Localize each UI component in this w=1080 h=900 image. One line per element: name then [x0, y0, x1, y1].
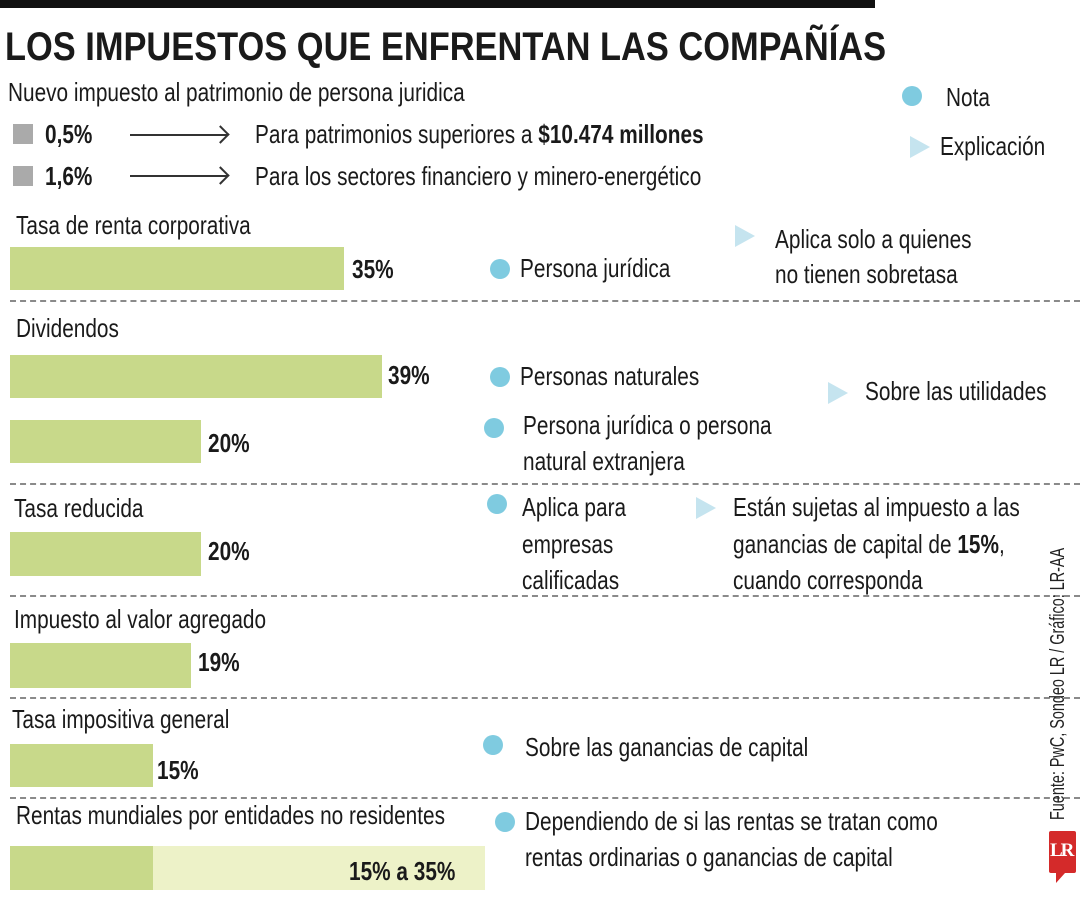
- note-dot-icon: [490, 367, 510, 387]
- note-renta: Persona jurídica: [520, 253, 671, 283]
- section-title-reducida: Tasa reducida: [14, 493, 144, 523]
- section-title-iva: Impuesto al valor agregado: [14, 604, 267, 634]
- section-title-general: Tasa impositiva general: [12, 704, 230, 734]
- rate-0: 0,5%: [45, 119, 93, 149]
- note-reducida-2: empresas: [522, 529, 614, 559]
- bar-renta: [10, 247, 345, 290]
- note-reducida-1: Aplica para: [522, 492, 627, 522]
- divider: [10, 595, 1080, 597]
- bar-iva: [10, 643, 192, 688]
- value-reducida: 20%: [208, 536, 250, 566]
- rate-1: 1,6%: [45, 161, 93, 191]
- bar-general: [10, 744, 154, 787]
- rate-0-amount: $10.474 millones: [538, 119, 704, 149]
- square-icon: [13, 166, 33, 186]
- bar-dividendos-2: [10, 420, 201, 463]
- divider: [10, 797, 1080, 799]
- note-dividendos-2a: Persona jurídica o persona: [523, 410, 772, 440]
- expl-reducida-2: ganancias de capital de 15%,: [733, 529, 1005, 559]
- section-title-renta: Tasa de renta corporativa: [16, 210, 251, 240]
- note-dividendos-1: Personas naturales: [520, 361, 700, 391]
- lr-logo-text: LR: [1050, 840, 1074, 861]
- divider: [10, 483, 1080, 485]
- value-mundiales: 15% a 35%: [349, 856, 456, 886]
- value-dividendos-2: 20%: [208, 428, 250, 458]
- note-dot-icon: [483, 735, 503, 755]
- rate-0-desc: Para patrimonios superiores a: [255, 119, 539, 149]
- divider: [10, 697, 1080, 699]
- note-dot-icon: [902, 86, 922, 106]
- note-reducida-3: calificadas: [522, 565, 620, 595]
- arrow-right-icon: [130, 175, 228, 177]
- expl-reducida-rate: 15%: [957, 529, 999, 559]
- note-dot-icon: [487, 494, 507, 514]
- expl-renta-2: no tienen sobretasa: [775, 259, 958, 289]
- explanation-triangle-icon: [696, 497, 716, 519]
- legend-note: Nota: [946, 82, 990, 112]
- note-dot-icon: [484, 418, 504, 438]
- expl-reducida-1: Están sujetas al impuesto a las: [733, 492, 1020, 522]
- rate-1-text: Para los sectores financiero y minero-en…: [255, 161, 702, 191]
- expl-reducida-3: cuando corresponda: [733, 565, 923, 595]
- note-mundiales-2: rentas ordinarias o ganancias de capital: [525, 842, 893, 872]
- note-dot-icon: [495, 812, 515, 832]
- value-renta: 35%: [352, 254, 394, 284]
- expl-renta-1: Aplica solo a quienes: [775, 224, 972, 254]
- expl-dividendos: Sobre las utilidades: [865, 376, 1047, 406]
- bar-reducida: [10, 532, 201, 576]
- value-dividendos-1: 39%: [388, 360, 430, 390]
- page-title: LOS IMPUESTOS QUE ENFRENTAN LAS COMPAÑÍA…: [5, 25, 887, 69]
- bar-dividendos-1: [10, 355, 383, 398]
- expl-reducida-comma: ,: [998, 529, 1005, 559]
- note-dot-icon: [490, 259, 510, 279]
- arrow-right-icon: [130, 134, 228, 136]
- top-rule: [0, 0, 875, 8]
- value-iva: 19%: [198, 647, 240, 677]
- section-title-dividendos: Dividendos: [16, 313, 119, 343]
- bar-mundiales-min: [10, 846, 154, 890]
- note-dividendos-2b: natural extranjera: [523, 446, 685, 476]
- value-general: 15%: [157, 755, 199, 785]
- explanation-triangle-icon: [735, 225, 755, 247]
- rate-0-text: Para patrimonios superiores a $10.474 mi…: [255, 119, 704, 149]
- source-credit: Fuente: PwC, Sondeo LR / Gráfico: LR-AA: [1047, 547, 1069, 820]
- expl-reducida-2-text: ganancias de capital de: [733, 529, 958, 559]
- lr-logo: LR: [1049, 831, 1076, 883]
- explanation-triangle-icon: [828, 382, 848, 404]
- note-mundiales-1: Dependiendo de si las rentas se tratan c…: [525, 806, 938, 836]
- note-general: Sobre las ganancias de capital: [525, 732, 809, 762]
- square-icon: [13, 124, 33, 144]
- patrimonio-heading: Nuevo impuesto al patrimonio de persona …: [8, 77, 465, 107]
- explanation-triangle-icon: [910, 136, 930, 158]
- section-title-mundiales: Rentas mundiales por entidades no reside…: [16, 800, 445, 830]
- legend-explanation: Explicación: [940, 131, 1046, 161]
- divider: [10, 300, 1080, 302]
